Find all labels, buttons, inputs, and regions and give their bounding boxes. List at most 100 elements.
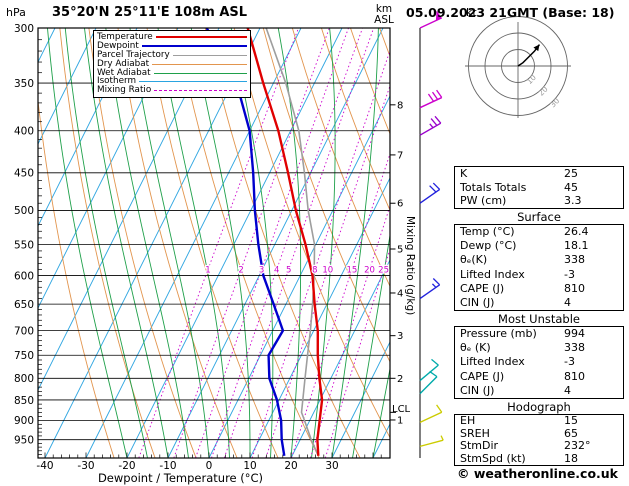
stat-label: θₑ(K) xyxy=(460,253,488,267)
hodograph-ring-label: 30 xyxy=(548,96,561,109)
dewpoint-curve xyxy=(205,28,286,457)
hodograph-ring xyxy=(501,49,535,83)
mixing-ratio-line xyxy=(324,247,390,458)
table-row: EH 15 xyxy=(455,414,623,428)
mixing-ratio-value-label: 8 xyxy=(312,266,317,276)
mixing-ratio-line xyxy=(309,204,390,458)
wind-barb-full xyxy=(436,404,443,413)
mixing-ratio-line xyxy=(265,84,390,458)
temperature-tick-label: -10 xyxy=(159,460,176,472)
hodograph-ring-label: 10 xyxy=(525,73,538,86)
stat-label: CAPE (J) xyxy=(460,369,505,383)
wind-barb-half xyxy=(429,123,434,129)
legend: Temperature Dewpoint Parcel Trajectory Dry … xyxy=(93,30,251,99)
stat-label: CIN (J) xyxy=(460,383,495,397)
stat-value: 994 xyxy=(564,327,585,340)
stat-value: 18 xyxy=(564,451,578,465)
legend-item: Mixing Ratio xyxy=(94,86,250,95)
hodograph-ring xyxy=(484,32,552,100)
isotherm-line xyxy=(38,28,138,228)
stat-label: Lifted Index xyxy=(460,355,525,369)
stats-table: Pressure (mb) 994 θₑ (K) 338 Lifted Index -3 C… xyxy=(454,326,624,399)
km-tick-label: 8 xyxy=(397,100,403,111)
pressure-axis-unit: hPa xyxy=(6,6,26,19)
temperature-tick-label: -20 xyxy=(118,460,135,472)
temperature-tick-label: 30 xyxy=(325,460,338,472)
pressure-tick-label: 850 xyxy=(14,395,34,407)
wind-barb-full xyxy=(431,358,439,366)
temperature-curve xyxy=(246,28,324,456)
mixing-ratio-line xyxy=(138,28,299,458)
legend-item: Wet Adiabat xyxy=(94,68,250,78)
mixing-ratio-value-label: 2 xyxy=(238,266,243,276)
isotherm-line xyxy=(44,28,261,458)
legend-item: Dewpoint xyxy=(94,40,250,51)
hodograph-arrowhead xyxy=(533,44,540,52)
legend-label: Mixing Ratio xyxy=(97,85,152,96)
table-row: CIN (J) 4 xyxy=(455,296,623,310)
stat-value: 25 xyxy=(564,167,578,180)
table-row: CAPE (J) 810 xyxy=(455,370,623,384)
pressure-tick-label: 450 xyxy=(14,168,34,180)
km-axis-unit-line1: km xyxy=(375,3,393,15)
temperature-tick-label: 10 xyxy=(243,460,256,472)
pressure-tick-label: 350 xyxy=(14,78,34,90)
mixing-ratio-value-label: 1 xyxy=(205,266,210,276)
isotherm-line xyxy=(38,28,220,392)
km-tick-label: 1 xyxy=(397,415,403,426)
wind-barb-staff xyxy=(419,376,438,395)
stat-value: 45 xyxy=(564,180,578,194)
stat-label: SREH xyxy=(460,426,490,440)
legend-label: Temperature xyxy=(97,32,153,42)
stat-label: CIN (J) xyxy=(460,295,495,309)
copyright: © weatheronline.co.uk xyxy=(457,466,618,481)
wind-barb-full xyxy=(429,370,438,378)
wind-barb-staff xyxy=(419,122,442,136)
isotherm-line xyxy=(208,94,390,458)
km-tick-label: 4 xyxy=(397,288,403,299)
mixing-ratio-value-label: 4 xyxy=(274,266,279,276)
wind-barb-staff xyxy=(419,284,441,300)
stat-value: 3.3 xyxy=(564,194,582,207)
km-axis-unit: km ASL xyxy=(368,4,400,26)
stat-label: Temp (°C) xyxy=(460,225,515,238)
parcel-trajectory-curve xyxy=(265,28,320,457)
pressure-tick-label: 300 xyxy=(14,23,34,35)
legend-item: Isotherm xyxy=(94,77,250,86)
station-title: 35°20'N 25°11'E 108m ASL xyxy=(52,5,248,20)
pressure-tick-label: 500 xyxy=(14,205,34,217)
wind-barb-staff xyxy=(419,96,443,109)
legend-label: Dry Adiabat xyxy=(97,58,150,69)
wind-barb xyxy=(419,370,438,395)
legend-line-swatch xyxy=(141,45,247,48)
wind-barb-full xyxy=(429,185,437,193)
stat-label: Totals Totals xyxy=(460,180,527,194)
plot-border xyxy=(37,27,391,459)
wind-barb xyxy=(419,10,443,29)
stat-label: Pressure (mb) xyxy=(460,327,537,340)
table-row: K 25 xyxy=(455,167,623,181)
stat-value: 810 xyxy=(564,369,585,383)
temperature-tick-label: -40 xyxy=(36,460,53,472)
isotherm-line xyxy=(85,28,302,458)
wind-barb-full xyxy=(432,278,441,286)
table-section-header: Hodograph xyxy=(507,400,571,414)
wind-barb xyxy=(419,115,442,136)
pressure-tick-label: 650 xyxy=(14,299,34,311)
table-row: PW (cm) 3.3 xyxy=(455,194,623,208)
table-row: θₑ(K) 338 xyxy=(455,253,623,267)
isotherm-line xyxy=(0,28,14,458)
stat-value: 338 xyxy=(564,341,585,355)
mixing-ratio-line xyxy=(173,28,330,458)
dry-adiabat-line xyxy=(320,28,390,212)
wind-barb xyxy=(419,182,441,204)
legend-line-swatch xyxy=(154,90,247,92)
wind-barb-flag xyxy=(435,10,442,21)
legend-item: Parcel Trajectory xyxy=(94,50,250,60)
stat-value: -3 xyxy=(564,267,575,281)
pressure-tick-label: 700 xyxy=(14,325,34,337)
legend-label: Dewpoint xyxy=(97,40,139,51)
legend-line-swatch xyxy=(155,36,247,39)
